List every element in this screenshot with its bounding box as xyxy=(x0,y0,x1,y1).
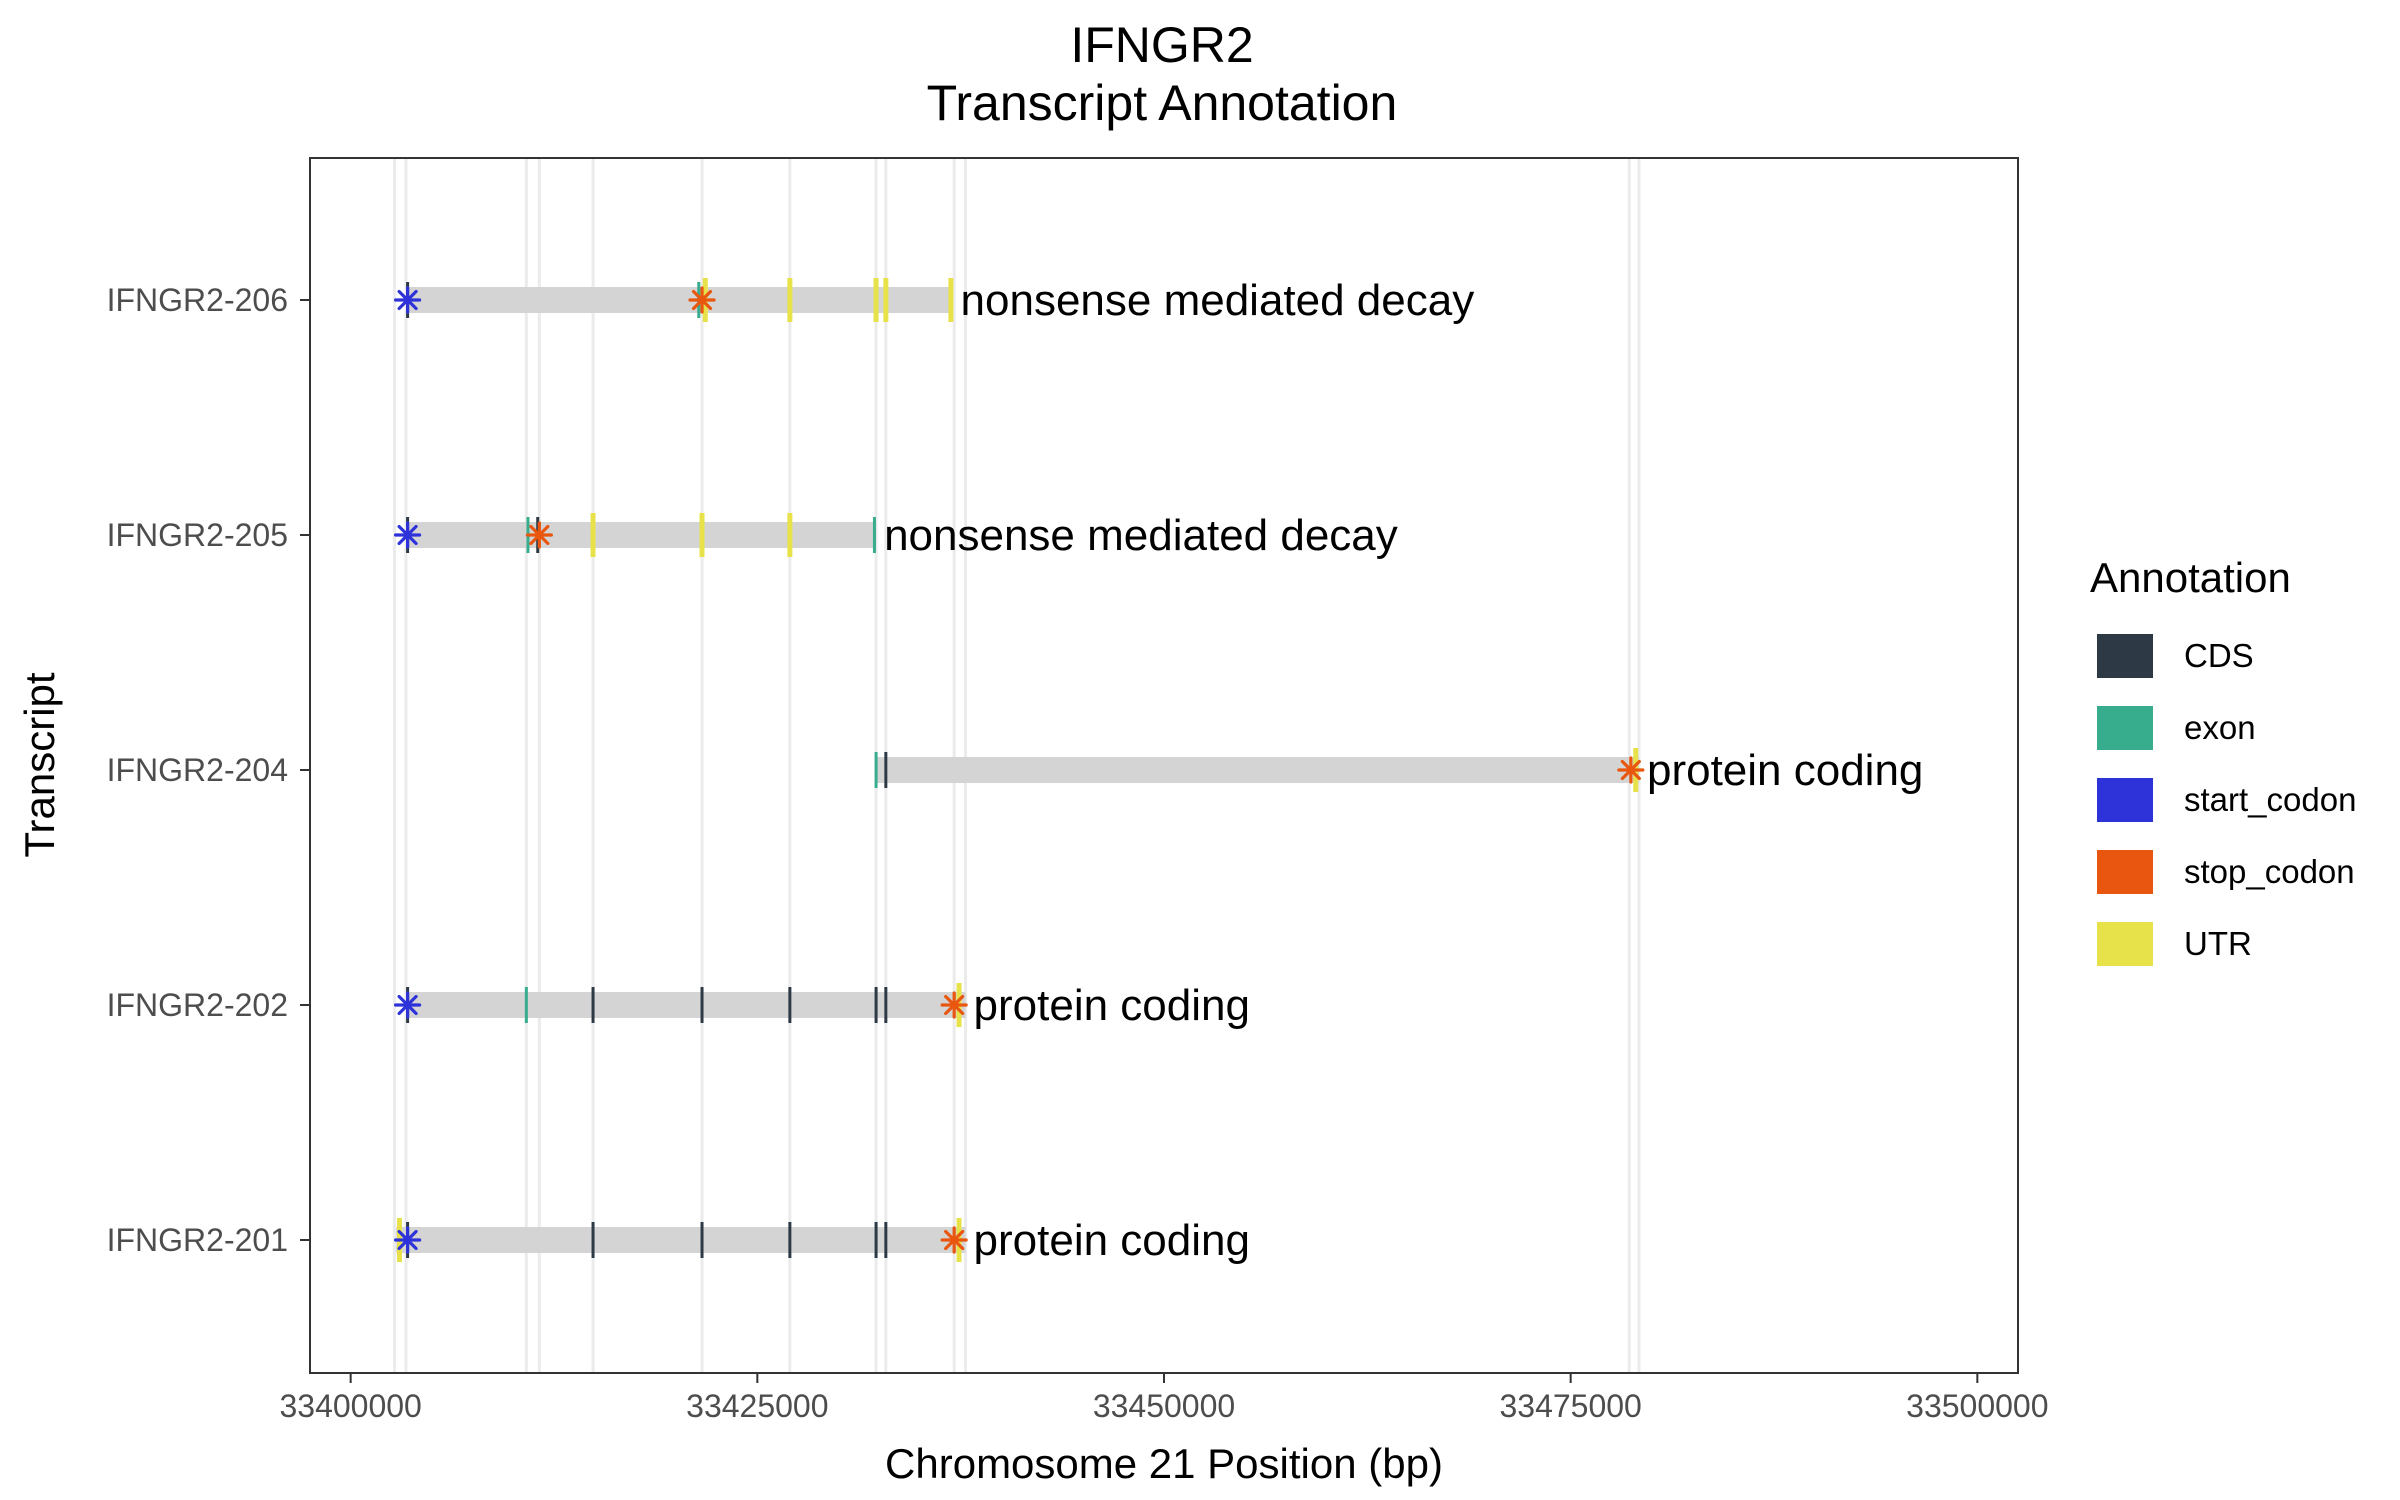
y-tick-label: IFNGR2-202 xyxy=(107,987,288,1023)
feature-cds-mark xyxy=(874,1222,878,1258)
y-tick-label: IFNGR2-205 xyxy=(107,517,288,553)
feature-utr-mark xyxy=(873,278,879,322)
start-codon-mark xyxy=(394,1226,422,1254)
stop-codon-mark xyxy=(940,1226,968,1254)
feature-utr-mark xyxy=(883,278,889,322)
feature-exon-mark xyxy=(872,517,876,553)
transcript-track: protein coding xyxy=(394,1216,1250,1265)
feature-cds-mark xyxy=(884,1222,888,1258)
transcript-track: protein coding xyxy=(394,981,1250,1030)
x-tick-label: 33400000 xyxy=(279,1388,421,1424)
legend-label: UTR xyxy=(2184,925,2252,962)
feature-exon-mark xyxy=(874,752,878,788)
x-tick-label: 33475000 xyxy=(1499,1388,1641,1424)
start-codon-mark xyxy=(394,521,422,549)
biotype-label: protein coding xyxy=(1647,746,1923,795)
y-tick-label: IFNGR2-206 xyxy=(107,282,288,318)
transcript-span-bar xyxy=(405,522,877,548)
stop-codon-mark xyxy=(1617,756,1645,784)
legend-label: exon xyxy=(2184,709,2256,746)
chart-title-line1: IFNGR2 xyxy=(1070,17,1253,73)
chart-title-line2: Transcript Annotation xyxy=(927,75,1398,131)
x-tick-label: 33425000 xyxy=(686,1388,828,1424)
transcript-track: nonsense mediated decay xyxy=(394,511,1398,560)
feature-cds-mark xyxy=(884,752,888,788)
feature-utr-mark xyxy=(590,513,596,557)
x-tick-label: 33450000 xyxy=(1093,1388,1235,1424)
feature-cds-mark xyxy=(700,1222,704,1258)
biotype-label: protein coding xyxy=(974,981,1250,1030)
feature-utr-mark xyxy=(787,513,793,557)
biotype-label: protein coding xyxy=(974,1216,1250,1265)
x-tick-label: 33500000 xyxy=(1906,1388,2048,1424)
x-axis-title: Chromosome 21 Position (bp) xyxy=(885,1440,1443,1487)
stop-codon-mark xyxy=(940,991,968,1019)
legend-swatch xyxy=(2097,922,2153,966)
legend-label: CDS xyxy=(2184,637,2254,674)
start-codon-mark xyxy=(394,286,422,314)
feature-utr-mark xyxy=(787,278,793,322)
biotype-label: nonsense mediated decay xyxy=(884,511,1398,560)
feature-cds-mark xyxy=(884,987,888,1023)
y-axis-title: Transcript xyxy=(16,672,63,857)
transcript-tracks: nonsense mediated decay nonsense mediated… xyxy=(394,276,1923,1265)
feature-cds-mark xyxy=(874,987,878,1023)
transcript-span-bar xyxy=(405,992,966,1018)
feature-cds-mark xyxy=(591,987,595,1023)
start-codon-mark xyxy=(394,991,422,1019)
legend-swatch xyxy=(2097,706,2153,750)
legend-label: stop_codon xyxy=(2184,853,2355,890)
transcript-span-bar xyxy=(396,1227,966,1253)
legend-swatch xyxy=(2097,850,2153,894)
biotype-label: nonsense mediated decay xyxy=(961,276,1475,325)
legend: Annotation CDS exon start_codon stop_codon U… xyxy=(2090,554,2356,966)
feature-utr-mark xyxy=(948,278,954,322)
transcript-span-bar xyxy=(405,287,953,313)
feature-cds-mark xyxy=(700,987,704,1023)
feature-cds-mark xyxy=(591,1222,595,1258)
transcript-track: protein coding xyxy=(874,746,1923,795)
feature-cds-mark xyxy=(788,1222,792,1258)
transcript-track: nonsense mediated decay xyxy=(394,276,1475,325)
legend-title: Annotation xyxy=(2090,554,2291,601)
y-tick-label: IFNGR2-204 xyxy=(107,752,288,788)
feature-exon-mark xyxy=(524,987,528,1023)
feature-cds-mark xyxy=(788,987,792,1023)
y-tick-label: IFNGR2-201 xyxy=(107,1222,288,1258)
axes: 33400000 33425000 33450000 33475000 33500000… xyxy=(107,282,2049,1424)
transcript-span-bar xyxy=(876,757,1639,783)
stop-codon-mark xyxy=(688,286,716,314)
legend-label: start_codon xyxy=(2184,781,2356,818)
legend-swatch xyxy=(2097,778,2153,822)
feature-utr-mark xyxy=(699,513,705,557)
legend-swatch xyxy=(2097,634,2153,678)
stop-codon-mark xyxy=(525,521,553,549)
